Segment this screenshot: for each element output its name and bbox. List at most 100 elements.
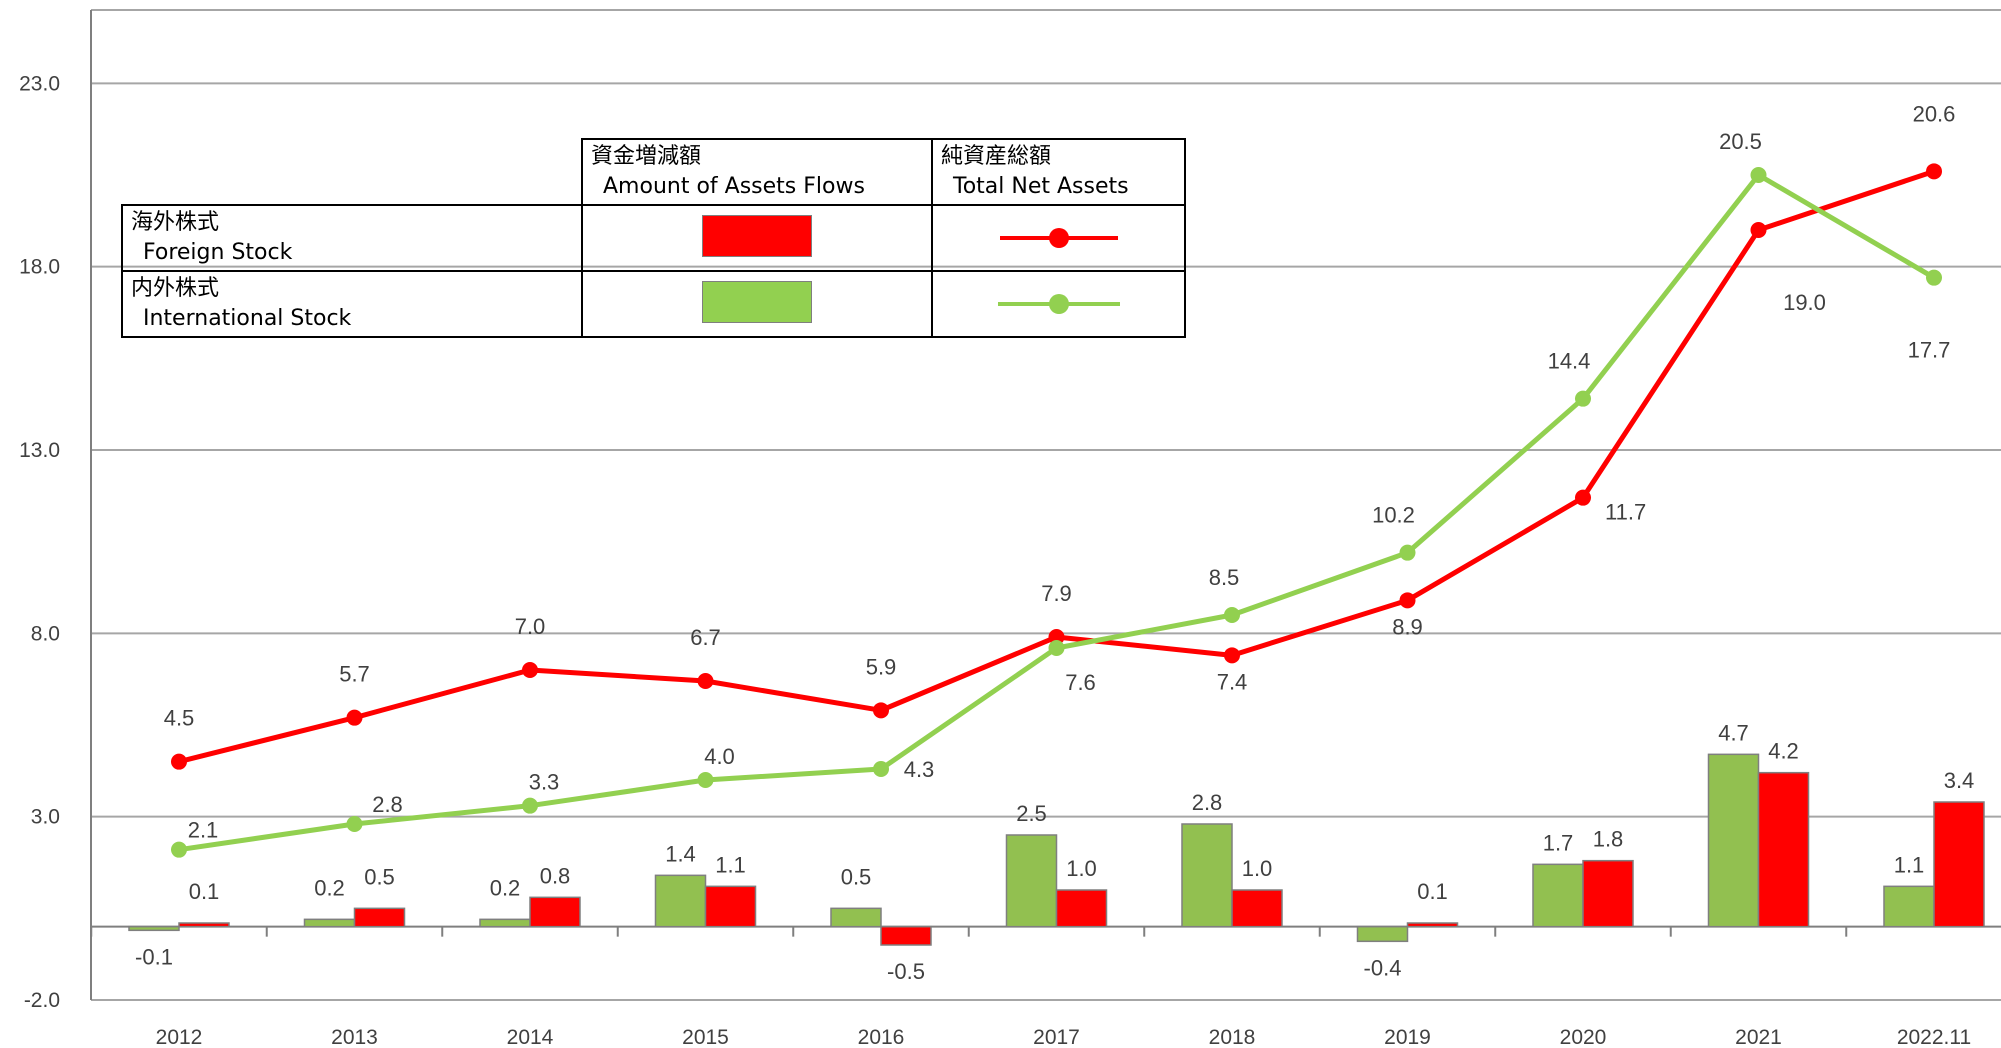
bar-label-international: 0.2 — [490, 875, 521, 900]
legend-row-international-jp: 内外株式 — [131, 276, 220, 301]
line-label-foreign: 5.9 — [866, 654, 897, 679]
line-label-foreign: 20.6 — [1913, 101, 1956, 126]
bar-international — [1883, 885, 1935, 928]
point-foreign — [1224, 647, 1240, 664]
x-tick-label: 2018 — [1209, 1026, 1256, 1048]
line-label-international: 4.0 — [704, 744, 735, 769]
legend-row-international: 内外株式 International Stock — [121, 270, 583, 338]
tick-labels: -2.0 3.0 8.0 13.0 18.0 23.0 2012 2013 2014 2015 20… — [19, 72, 1971, 1048]
bar-label-foreign: -0.5 — [887, 959, 925, 984]
legend-header-flows-jp: 資金増減額 — [591, 144, 702, 169]
legend-header-total-en: Total Net Assets — [953, 174, 1129, 199]
line-label-foreign: 4.5 — [164, 706, 195, 731]
data-labels: -0.1 0.2 0.2 1.4 0.5 2.5 2.8 -0.4 1.7 4.7 1.1 0.1 0.… — [135, 101, 1974, 984]
point-international — [171, 841, 187, 858]
bar-foreign — [529, 896, 581, 928]
bar-label-international: -0.4 — [1364, 955, 1402, 980]
y-tick-label: 18.0 — [19, 256, 60, 279]
bar-label-international: 2.8 — [1192, 790, 1223, 815]
bar-label-international: 1.4 — [665, 841, 696, 866]
line-label-foreign: 7.4 — [1217, 669, 1248, 694]
bar-international — [479, 918, 531, 928]
x-tick-label: 2016 — [858, 1026, 905, 1048]
x-tick-label: 2014 — [507, 1026, 554, 1048]
bar-foreign — [880, 925, 932, 946]
point-foreign — [522, 662, 538, 678]
bar-foreign — [1231, 889, 1283, 928]
line-label-international: 4.3 — [904, 757, 935, 782]
point-international — [1926, 269, 1942, 286]
point-foreign — [697, 673, 714, 689]
line-label-foreign: 7.9 — [1041, 581, 1072, 606]
bar-label-international: 0.5 — [841, 864, 872, 889]
legend-international-bar-cell — [581, 270, 933, 338]
point-international — [1750, 167, 1767, 183]
bar-label-foreign: 0.1 — [1417, 879, 1448, 904]
bar-foreign — [704, 885, 757, 928]
x-tick-label: 2022.11 — [1897, 1026, 1971, 1048]
x-tick-label: 2021 — [1735, 1026, 1782, 1048]
line-label-foreign: 11.7 — [1605, 500, 1646, 525]
legend-row-foreign-jp: 海外株式 — [131, 210, 220, 235]
line-label-foreign: 8.9 — [1392, 614, 1423, 639]
point-foreign — [1048, 629, 1065, 645]
point-foreign — [171, 753, 187, 770]
legend-foreign-bar-cell — [581, 204, 933, 272]
bar-label-foreign: 0.8 — [540, 863, 571, 888]
bar-international — [1532, 863, 1584, 928]
x-tick-label: 2020 — [1560, 1026, 1607, 1048]
bar-international — [128, 925, 180, 932]
line-label-international: 2.8 — [372, 792, 403, 817]
point-international — [873, 761, 889, 777]
lines — [171, 163, 1942, 858]
bar-foreign — [353, 907, 406, 928]
legend-foreign-bar-swatch — [702, 215, 812, 257]
bar-international — [1181, 823, 1233, 928]
bar-label-international: 1.1 — [1894, 852, 1925, 877]
line-label-international: 14.4 — [1548, 349, 1591, 374]
point-foreign — [873, 702, 889, 719]
legend-row-international-en: International Stock — [143, 306, 352, 331]
bar-international — [1356, 925, 1409, 943]
legend-row-foreign-en: Foreign Stock — [143, 240, 293, 265]
line-label-foreign: 19.0 — [1783, 290, 1826, 315]
bar-foreign — [1757, 771, 1810, 928]
line-label-international: 8.5 — [1209, 565, 1240, 590]
legend-header-total-jp: 純資産総額 — [941, 144, 1052, 169]
legend-row-foreign: 海外株式 Foreign Stock — [121, 204, 583, 272]
bar-international — [303, 918, 356, 928]
y-tick-label: 3.0 — [31, 806, 60, 829]
point-international — [1048, 640, 1065, 656]
legend-header-flows-en: Amount of Assets Flows — [603, 174, 865, 199]
x-tick-label: 2013 — [331, 1026, 378, 1048]
bar-foreign — [1582, 859, 1634, 928]
y-tick-label: 13.0 — [19, 439, 60, 462]
bar-label-foreign: 1.0 — [1066, 856, 1097, 881]
y-tick-label: 8.0 — [31, 622, 60, 645]
bar-international — [830, 907, 882, 928]
line-label-international: 20.5 — [1719, 129, 1762, 154]
legend-international-line-sample — [997, 294, 1120, 314]
point-international — [1224, 607, 1240, 623]
line-label-international: 10.2 — [1372, 503, 1415, 528]
bar-label-international: 4.7 — [1718, 720, 1749, 745]
point-international — [697, 772, 714, 788]
bar-foreign — [1055, 889, 1108, 928]
point-foreign — [346, 709, 363, 726]
point-international — [346, 816, 363, 832]
legend-foreign-line-cell — [931, 204, 1186, 272]
point-international — [1399, 544, 1416, 561]
x-tick-label: 2015 — [682, 1026, 729, 1048]
bar-foreign — [1933, 801, 1985, 928]
point-international — [522, 797, 538, 814]
legend-international-bar-swatch — [702, 281, 812, 323]
bar-international — [1707, 753, 1760, 928]
bar-foreign — [178, 922, 230, 928]
bar-label-foreign: 0.1 — [189, 879, 220, 904]
bar-label-foreign: 1.8 — [1593, 827, 1624, 852]
legend-foreign-line-sample — [999, 228, 1118, 248]
point-international — [1575, 390, 1591, 407]
x-tick-label: 2012 — [156, 1026, 203, 1048]
bar-international — [1005, 834, 1058, 928]
legend-corner — [122, 139, 583, 206]
